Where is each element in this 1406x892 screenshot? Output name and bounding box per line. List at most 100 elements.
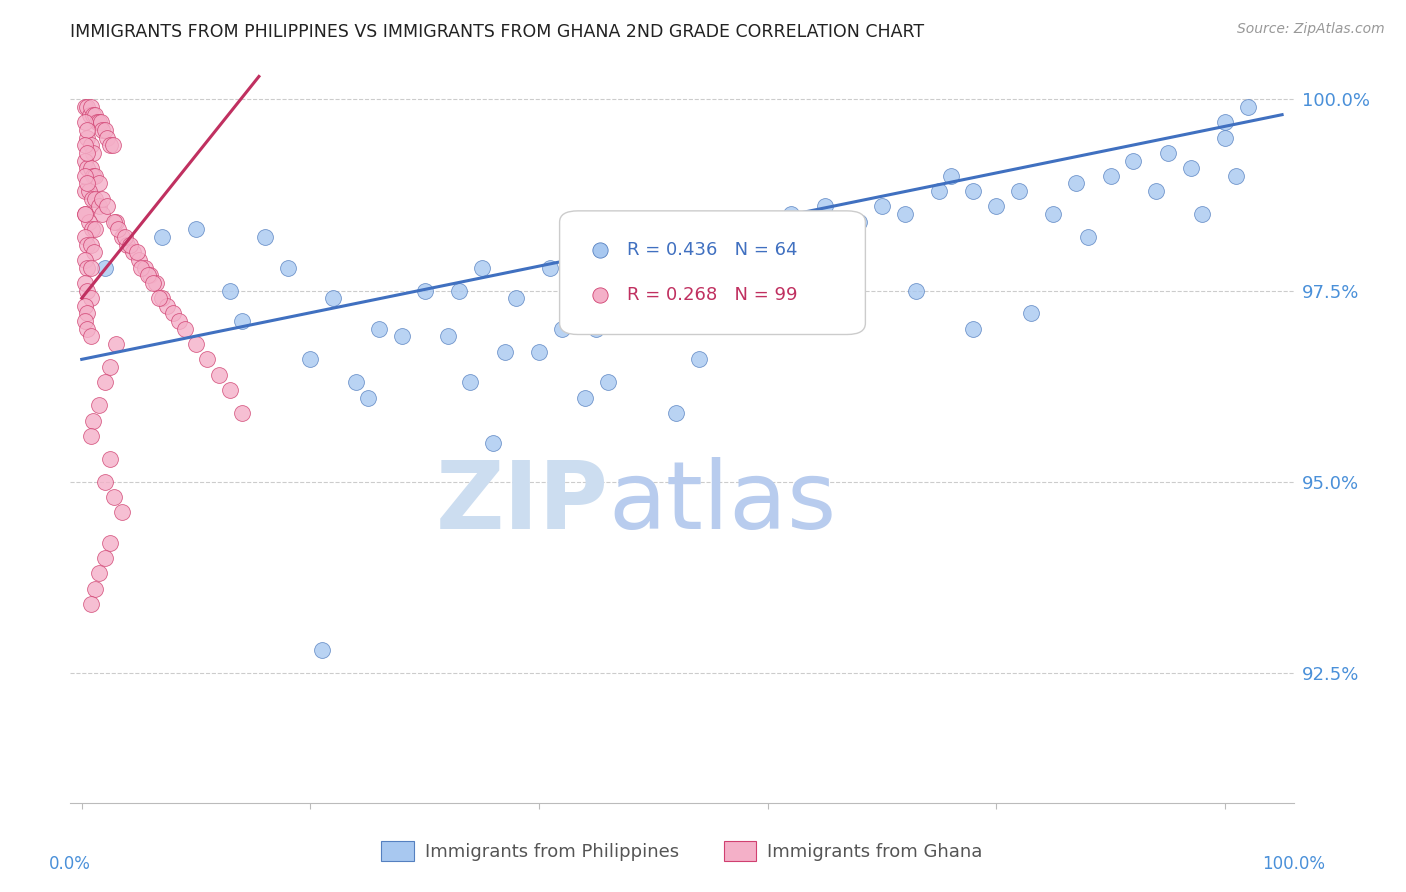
Point: [93, 376, 115, 390]
Point: [84, 192, 107, 206]
Point: [80, 138, 103, 153]
Point: [82, 108, 104, 122]
Point: [344, 376, 367, 390]
Point: [928, 184, 950, 198]
Point: [986, 199, 1008, 213]
Point: [114, 230, 136, 244]
Point: [76, 161, 98, 176]
Point: [87, 566, 110, 581]
Point: [80, 429, 103, 443]
Point: [128, 252, 150, 267]
Point: [111, 505, 134, 519]
Point: [91, 207, 114, 221]
Point: [538, 260, 561, 275]
Point: [107, 222, 129, 236]
Point: [93, 260, 115, 275]
Point: [145, 276, 167, 290]
Point: [80, 161, 103, 176]
Point: [1157, 145, 1180, 160]
Legend: Immigrants from Philippines, Immigrants from Ghana: Immigrants from Philippines, Immigrants …: [374, 833, 990, 869]
Point: [83, 245, 105, 260]
Point: [1122, 153, 1144, 168]
Point: [76, 130, 98, 145]
Point: [105, 215, 128, 229]
Point: [436, 329, 458, 343]
Point: [219, 284, 242, 298]
Point: [574, 391, 596, 405]
Point: [231, 314, 253, 328]
Point: [814, 199, 837, 213]
Point: [75, 169, 97, 183]
Point: [391, 329, 413, 343]
Point: [505, 291, 527, 305]
Point: [136, 268, 159, 283]
Point: [84, 582, 107, 596]
Point: [527, 344, 550, 359]
Point: [80, 329, 103, 343]
Point: [76, 237, 98, 252]
Point: [197, 352, 219, 367]
Point: [471, 260, 494, 275]
Point: [82, 169, 104, 183]
Point: [84, 222, 107, 236]
Point: [93, 123, 115, 137]
Point: [98, 138, 121, 153]
Point: [894, 207, 917, 221]
Point: [75, 299, 97, 313]
Point: [93, 551, 115, 566]
Point: [167, 314, 190, 328]
Point: [585, 322, 607, 336]
Point: [870, 199, 893, 213]
Point: [688, 352, 710, 367]
Point: [803, 245, 825, 260]
Point: [117, 237, 139, 252]
Point: [75, 138, 97, 153]
Point: [1213, 115, 1236, 129]
Point: [1042, 207, 1064, 221]
Point: [125, 245, 148, 260]
Point: [699, 260, 721, 275]
Point: [87, 115, 110, 129]
Point: [76, 284, 98, 298]
Point: [156, 299, 179, 313]
Point: [142, 276, 165, 290]
Point: [779, 207, 801, 221]
Point: [111, 230, 134, 244]
Point: [150, 291, 173, 305]
Point: [75, 115, 97, 129]
Point: [231, 406, 253, 420]
Point: [1008, 184, 1031, 198]
Point: [551, 322, 574, 336]
Point: [103, 490, 125, 504]
Point: [86, 115, 108, 129]
Point: [1144, 184, 1167, 198]
Point: [80, 100, 103, 114]
Point: [90, 115, 112, 129]
Point: [103, 215, 125, 229]
Point: [208, 368, 231, 382]
Point: [80, 237, 103, 252]
Point: [80, 192, 103, 206]
Point: [76, 306, 98, 320]
Point: [962, 322, 984, 336]
Point: [96, 199, 118, 213]
Point: [173, 322, 195, 336]
Point: [122, 245, 145, 260]
Point: [80, 597, 103, 611]
Point: [75, 184, 97, 198]
Point: [75, 207, 97, 221]
Point: [134, 260, 156, 275]
Point: [98, 536, 121, 550]
Point: [299, 352, 322, 367]
Point: [75, 207, 97, 221]
Text: 0.0%: 0.0%: [49, 855, 91, 873]
Point: [368, 322, 391, 336]
Point: [1225, 169, 1247, 183]
Point: [87, 199, 110, 213]
Point: [75, 276, 97, 290]
Point: [460, 376, 482, 390]
Point: [76, 260, 98, 275]
Point: [84, 108, 107, 122]
Point: [76, 322, 98, 336]
Point: [87, 177, 110, 191]
